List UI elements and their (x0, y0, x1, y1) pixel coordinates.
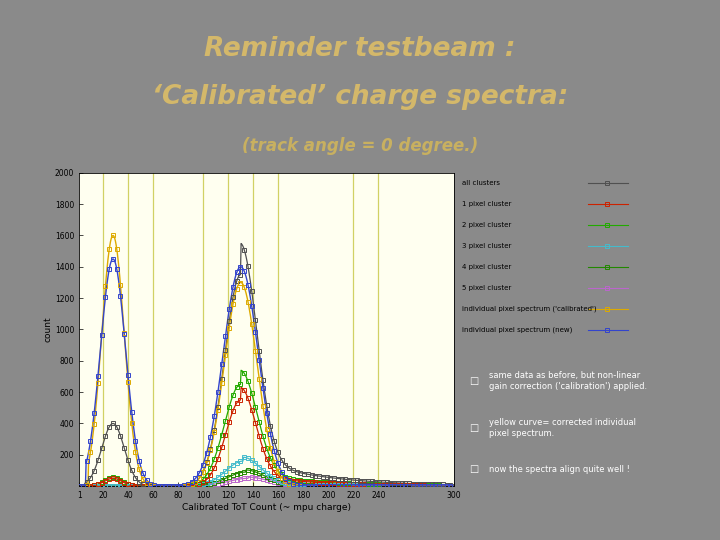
Y-axis label: count: count (43, 316, 52, 342)
Text: same data as before, but non-linear
gain correction ('calibration') applied.: same data as before, but non-linear gain… (490, 372, 647, 392)
Text: ‘Calibrated’ charge spectra:: ‘Calibrated’ charge spectra: (152, 84, 568, 110)
Text: 1 pixel cluster: 1 pixel cluster (462, 201, 511, 207)
Text: all clusters: all clusters (462, 180, 500, 186)
Text: yellow curve= corrected individual
pixel spectrum.: yellow curve= corrected individual pixel… (490, 418, 636, 438)
Text: (track angle = 0 degree.): (track angle = 0 degree.) (242, 137, 478, 155)
Text: □: □ (469, 464, 479, 475)
Text: Reminder testbeam :: Reminder testbeam : (204, 36, 516, 62)
Text: now the spectra align quite well !: now the spectra align quite well ! (490, 465, 631, 474)
Text: 4 pixel cluster: 4 pixel cluster (462, 264, 511, 270)
Text: individual pixel spectrum (new): individual pixel spectrum (new) (462, 327, 572, 333)
Text: □: □ (469, 423, 479, 433)
Text: individual pixel spectrum ('calibrated'): individual pixel spectrum ('calibrated') (462, 306, 597, 312)
X-axis label: Calibrated ToT Count (~ mpu charge): Calibrated ToT Count (~ mpu charge) (182, 503, 351, 511)
Text: 2 pixel cluster: 2 pixel cluster (462, 222, 511, 228)
Text: 5 pixel cluster: 5 pixel cluster (462, 285, 511, 291)
Text: 3 pixel cluster: 3 pixel cluster (462, 243, 511, 249)
Text: □: □ (469, 376, 479, 386)
